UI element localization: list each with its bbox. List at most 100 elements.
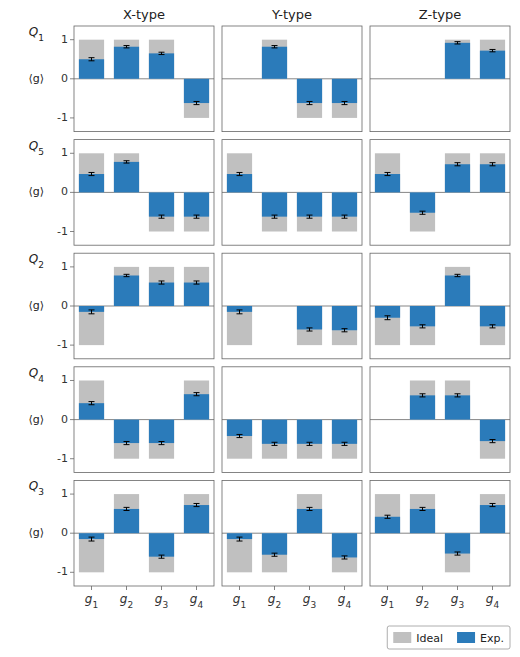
bar (410, 380, 435, 419)
bar (184, 79, 209, 103)
error-bar (385, 316, 391, 320)
bar (114, 40, 139, 79)
error-bar (272, 442, 278, 445)
x-tick-label: g3 (155, 592, 168, 610)
plot-frame (370, 480, 510, 586)
marks (227, 306, 357, 345)
legend-swatch (393, 632, 411, 643)
panel (222, 367, 362, 473)
bar (332, 192, 357, 216)
panel (370, 140, 510, 246)
bar (79, 174, 104, 192)
bar (375, 78, 400, 79)
bar (114, 275, 139, 306)
bar (262, 40, 287, 79)
bar (262, 533, 287, 555)
error-bar (237, 434, 243, 437)
error-bar (490, 163, 496, 166)
error-bar (159, 52, 165, 54)
y-tick-label: 0 (61, 299, 68, 312)
error-bar (307, 101, 313, 104)
bar (79, 533, 104, 572)
error-bar (194, 101, 200, 104)
bar (149, 533, 174, 572)
text-main: Q (29, 139, 38, 153)
text-subscript: 3 (458, 600, 464, 610)
plot-area (370, 26, 510, 132)
bar (480, 51, 505, 79)
bar (480, 420, 505, 459)
y-tick (70, 266, 74, 267)
error-bar (307, 215, 313, 218)
text-subscript: 2 (275, 600, 281, 610)
bar (262, 420, 287, 459)
plot-frame (74, 26, 214, 132)
error-bar (159, 442, 165, 445)
error-bar (455, 163, 461, 166)
error-bar (420, 394, 426, 397)
bar (445, 153, 470, 192)
x-tick (387, 586, 388, 590)
bar (410, 494, 435, 533)
bar (375, 306, 400, 345)
bar (297, 306, 322, 345)
x-tick-label: g3 (451, 592, 464, 610)
x-tick (344, 586, 345, 590)
bar (184, 380, 209, 419)
bar (227, 153, 252, 192)
y-axis-label: ⟨g⟩ (28, 526, 44, 539)
legend: IdealExp. (387, 626, 510, 649)
text-main: Q (29, 366, 38, 380)
bar (184, 267, 209, 306)
y-tick-label: 0 (61, 526, 68, 539)
bar (480, 505, 505, 533)
y-tick-label: 1 (61, 146, 68, 159)
marks (375, 153, 505, 231)
y-axis-label: ⟨g⟩ (28, 72, 44, 85)
panel (370, 367, 510, 473)
y-tick-label: -1 (57, 225, 68, 238)
y-tick-label: 1 (61, 373, 68, 386)
text-subscript: 3 (38, 487, 44, 497)
error-bar (342, 101, 348, 104)
bar (297, 420, 322, 444)
plot-area (74, 253, 214, 359)
bar (375, 153, 400, 192)
panel: -101X-typeQ1⟨g⟩ (28, 7, 214, 132)
error-bar (237, 537, 243, 541)
bar (184, 192, 209, 231)
bar (149, 192, 174, 216)
text-subscript: 1 (38, 33, 44, 43)
error-bar (490, 49, 496, 51)
bar (375, 419, 400, 420)
bar (332, 306, 357, 330)
y-tick (70, 345, 74, 346)
bar (445, 40, 470, 79)
text-subscript: 2 (127, 600, 133, 610)
text-subscript: 2 (423, 600, 429, 610)
error-bar (272, 215, 278, 218)
bar (184, 79, 209, 118)
bar (375, 174, 400, 192)
bar (480, 306, 505, 326)
bar (410, 78, 435, 79)
bar (410, 395, 435, 419)
plot-area (370, 480, 510, 586)
plot-area (222, 253, 362, 359)
error-bar (194, 503, 200, 506)
error-bar (420, 507, 426, 510)
text-subscript: 3 (310, 600, 316, 610)
text-subscript: 1 (388, 600, 394, 610)
bar (297, 494, 322, 533)
bar (410, 306, 435, 326)
panel: g1g2g3g4 (222, 480, 362, 610)
x-tick (309, 586, 310, 590)
text-subscript: 2 (38, 260, 44, 270)
panel (370, 253, 510, 359)
plot-frame (370, 140, 510, 246)
bar (262, 306, 287, 307)
panel: Y-type (222, 7, 362, 132)
plot-area (222, 367, 362, 473)
bar (332, 79, 357, 103)
bar (332, 533, 357, 572)
